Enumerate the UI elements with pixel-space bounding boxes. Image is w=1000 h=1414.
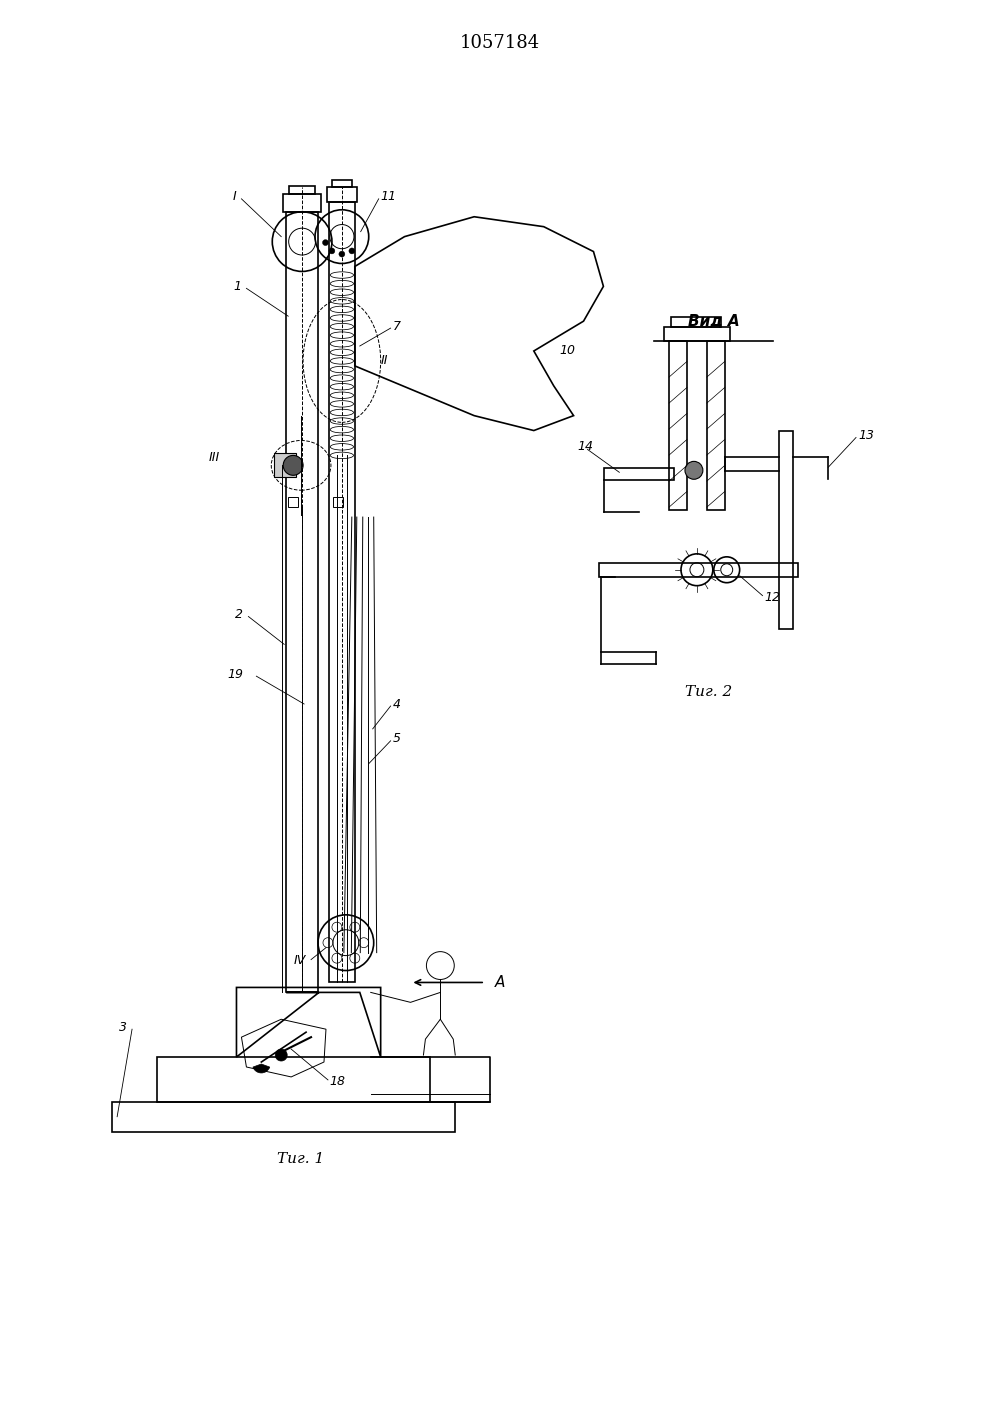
Bar <box>327 187 357 202</box>
Text: A: A <box>495 976 505 990</box>
Text: 13: 13 <box>858 428 874 443</box>
Bar <box>707 341 725 510</box>
Text: Τиг. 2: Τиг. 2 <box>685 686 732 699</box>
Bar <box>329 202 355 983</box>
Circle shape <box>339 252 345 257</box>
Circle shape <box>329 247 335 255</box>
Text: 4: 4 <box>393 697 401 710</box>
Bar <box>157 1058 430 1102</box>
Wedge shape <box>253 1063 270 1073</box>
Bar <box>289 185 315 194</box>
Bar <box>112 1102 455 1131</box>
Text: IV: IV <box>294 954 306 967</box>
Text: 19: 19 <box>227 667 243 680</box>
Bar <box>283 194 321 212</box>
Circle shape <box>685 461 703 479</box>
Bar <box>604 468 674 481</box>
Bar <box>288 498 298 508</box>
Bar <box>671 317 721 327</box>
Text: 12: 12 <box>765 591 781 604</box>
Text: Τиг. 1: Τиг. 1 <box>277 1152 325 1167</box>
Text: 14: 14 <box>578 440 594 452</box>
Circle shape <box>275 1049 287 1060</box>
Text: 11: 11 <box>381 191 397 204</box>
Text: 7: 7 <box>393 320 401 332</box>
Bar <box>664 327 730 341</box>
Circle shape <box>283 455 303 475</box>
Bar <box>779 430 793 629</box>
Bar <box>669 341 687 510</box>
Text: Вид A: Вид A <box>688 314 740 328</box>
Text: 3: 3 <box>119 1021 127 1034</box>
Bar <box>274 454 296 478</box>
Text: 10: 10 <box>560 345 576 358</box>
Text: 5: 5 <box>393 732 401 745</box>
Circle shape <box>349 247 355 255</box>
Text: 1: 1 <box>233 280 241 293</box>
Bar <box>332 180 352 187</box>
Text: II: II <box>381 355 388 368</box>
Text: 2: 2 <box>235 608 243 621</box>
Text: 1057184: 1057184 <box>460 34 540 52</box>
Text: III: III <box>208 451 220 464</box>
Bar <box>286 212 318 993</box>
Text: I: I <box>233 191 236 204</box>
Circle shape <box>323 239 328 246</box>
Bar <box>599 563 798 577</box>
Text: 18: 18 <box>329 1076 345 1089</box>
Bar <box>333 498 343 508</box>
